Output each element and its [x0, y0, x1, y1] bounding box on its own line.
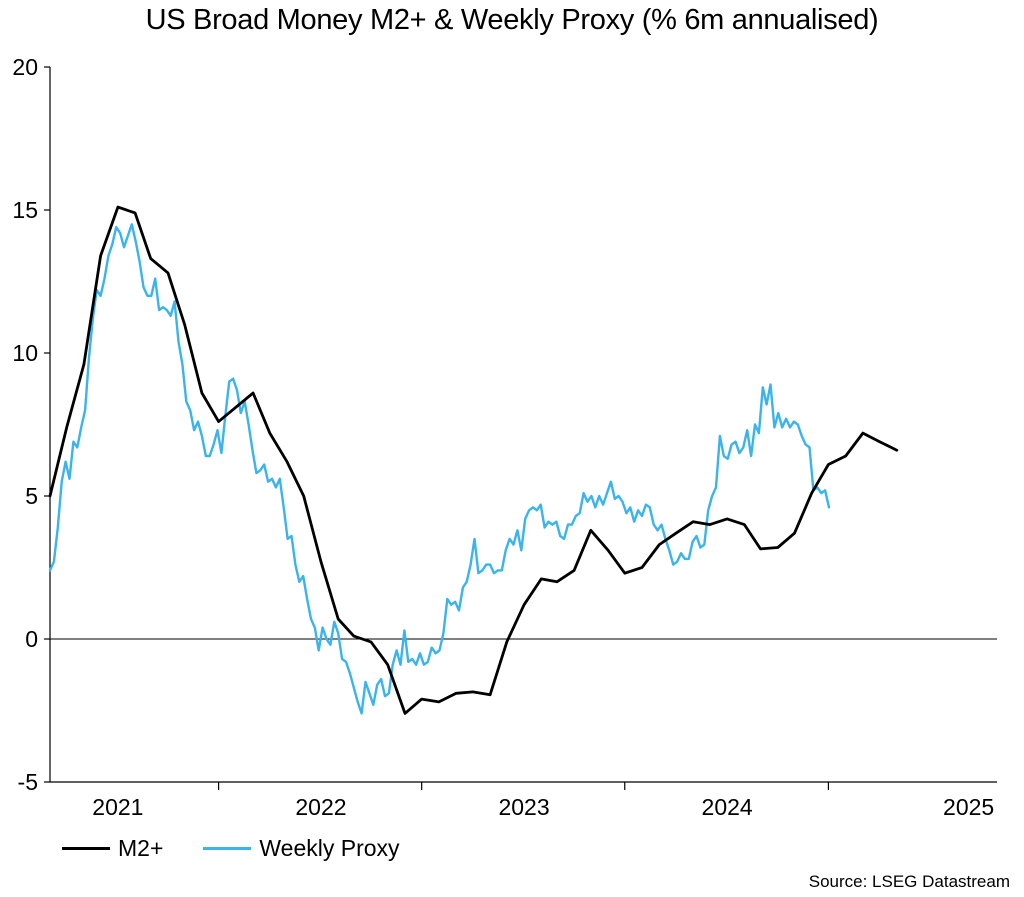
chart-source-note: Source: LSEG Datastream	[808, 872, 1010, 891]
legend-label-m2: M2+	[118, 835, 164, 861]
chart-axes: -5 0 5 10 15 20 2021 2022 2023 2024 2025	[12, 54, 997, 820]
x-tick-label: 2023	[498, 794, 549, 820]
y-tick-label: 10	[12, 340, 38, 366]
y-tick-label: -5	[18, 769, 38, 795]
chart-title: US Broad Money M2+ & Weekly Proxy (% 6m …	[145, 4, 879, 36]
series-line-m2	[48, 205, 899, 715]
y-tick-label: 0	[25, 626, 38, 652]
chart-legend: M2+ Weekly Proxy	[62, 835, 440, 862]
x-tick-label: 2021	[92, 794, 143, 820]
x-tick-label: 2022	[295, 794, 346, 820]
y-tick-label: 5	[25, 483, 38, 509]
legend-swatch-m2	[62, 847, 110, 850]
legend-label-weekly-proxy: Weekly Proxy	[259, 835, 400, 861]
x-tick-label: 2024	[702, 794, 753, 820]
y-tick-label: 20	[12, 54, 38, 80]
series-line-weekly-proxy	[48, 223, 831, 715]
y-tick-label: 15	[12, 197, 38, 223]
chart-series-layer	[48, 205, 899, 715]
legend-swatch-weekly-proxy	[203, 847, 252, 850]
legend-item-weekly-proxy: Weekly Proxy	[203, 835, 400, 862]
x-tick-label: 2025	[943, 794, 994, 820]
legend-item-m2: M2+	[62, 835, 163, 862]
